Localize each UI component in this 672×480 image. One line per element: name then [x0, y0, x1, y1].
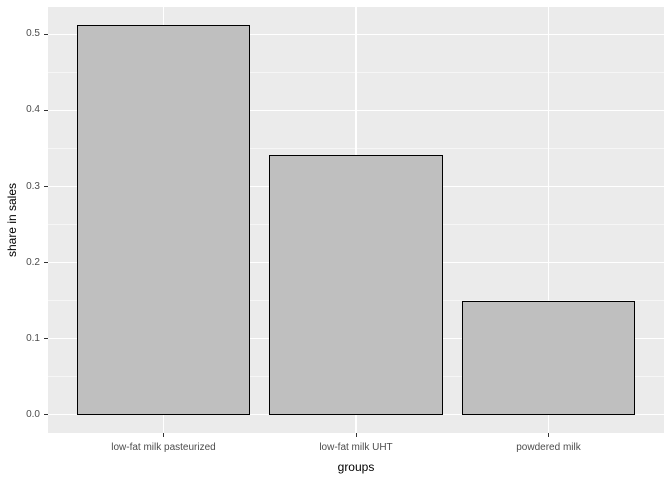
x-tick-mark — [355, 433, 357, 437]
x-tick-mark — [163, 433, 164, 437]
x-tick-mark — [548, 433, 549, 437]
y-tick-mark — [44, 414, 48, 416]
y-tick-label: 0.3 — [26, 180, 40, 192]
y-tick-label: 0.2 — [26, 256, 40, 268]
y-tick-mark — [44, 262, 48, 264]
y-tick-mark — [44, 109, 48, 111]
y-tick-mark — [44, 338, 48, 340]
y-tick-label: 0.1 — [26, 332, 40, 344]
x-tick-label: low-fat milk pasteurized — [111, 442, 216, 453]
y-tick-mark — [44, 186, 48, 188]
bar-powdered-milk — [461, 301, 636, 415]
x-axis-title: groups — [337, 460, 375, 474]
y-tick-label: 0.4 — [26, 104, 40, 116]
bar-low-fat-milk-uht — [269, 155, 443, 415]
y-tick-mark — [44, 33, 48, 35]
y-tick-label: 0.0 — [26, 408, 40, 420]
x-tick-label: low-fat milk UHT — [319, 442, 393, 453]
gridline-vertical — [547, 7, 550, 433]
bar-low-fat-milk-pasteurized — [76, 25, 251, 415]
x-tick-label: powdered milk — [516, 442, 581, 453]
y-tick-label: 0.5 — [26, 28, 40, 40]
